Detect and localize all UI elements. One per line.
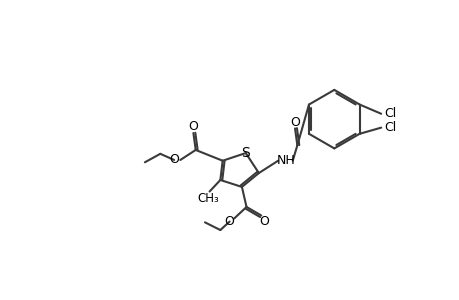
Text: O: O <box>188 120 198 134</box>
Text: O: O <box>224 215 234 228</box>
Text: Cl: Cl <box>383 107 396 120</box>
Text: Cl: Cl <box>383 121 396 134</box>
Text: O: O <box>259 215 269 228</box>
Text: NH: NH <box>276 154 295 167</box>
Text: CH₃: CH₃ <box>197 192 218 205</box>
Text: O: O <box>290 116 299 129</box>
Text: S: S <box>241 146 250 160</box>
Text: O: O <box>169 154 179 166</box>
